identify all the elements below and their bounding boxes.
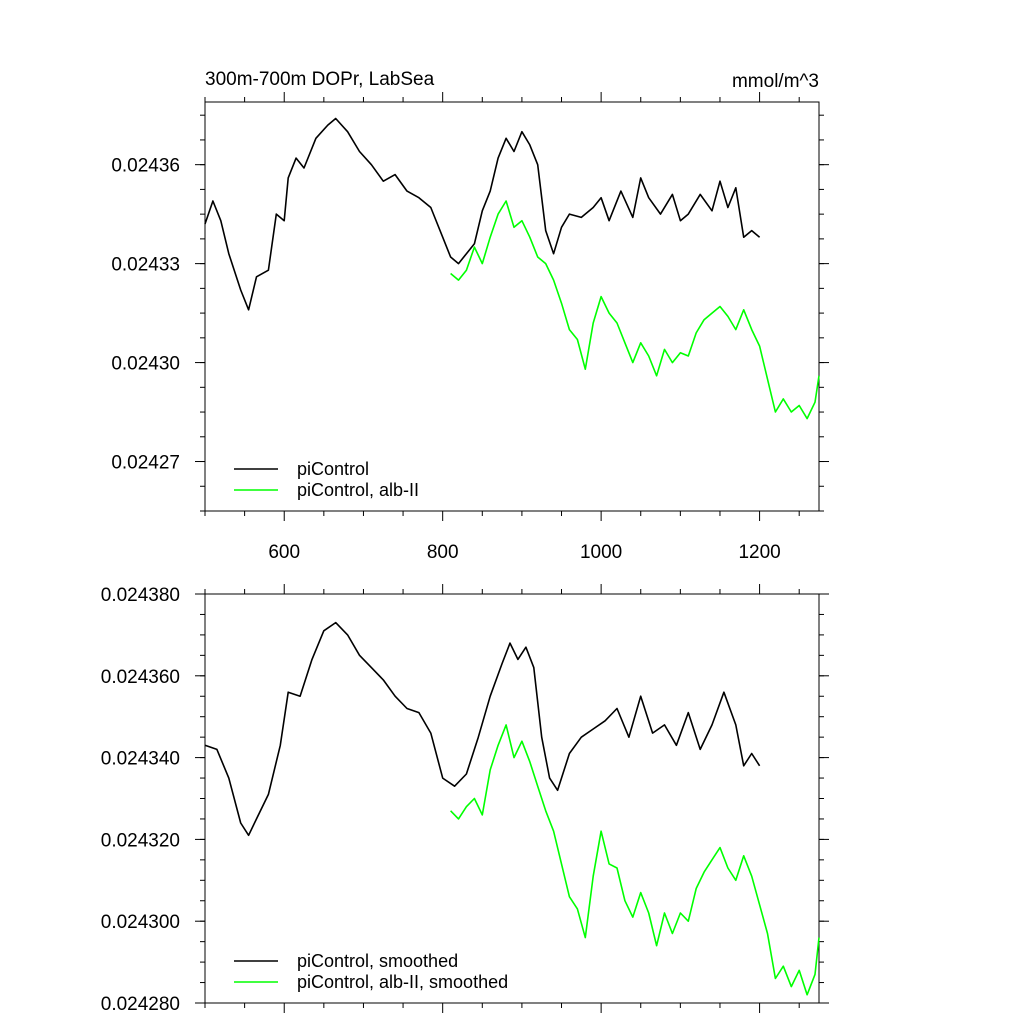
- bottom-series-line-1: [450, 724, 820, 996]
- top-series-line-1: [450, 200, 820, 420]
- top-legend-label-0: piControl: [297, 459, 369, 479]
- bottom-y-tick-label: 0.024380: [101, 585, 180, 606]
- top-y-tick-label: 0.02433: [111, 255, 180, 276]
- top-y-tick-label: 0.02427: [111, 453, 180, 474]
- top-y-tick-label: 0.02430: [111, 354, 180, 375]
- top-plot-frame: [204, 101, 820, 512]
- top-x-tick-label: 800: [427, 542, 459, 563]
- bottom-series-line-0: [204, 621, 761, 837]
- bottom-y-tick-label: 0.024300: [101, 912, 180, 933]
- top-x-tick-label: 1200: [738, 542, 780, 563]
- bottom-legend-label-1: piControl, alb-II, smoothed: [297, 972, 508, 992]
- bottom-y-tick-label: 0.024340: [101, 749, 180, 770]
- bottom-panel: 0.024280 0.024300 0.024320 0.024340 0.024360…: [101, 584, 829, 1015]
- top-legend-label-1: piControl, alb-II: [297, 480, 419, 500]
- top-x-tick-label: 1000: [580, 542, 622, 563]
- top-x-tick-label: 600: [268, 542, 300, 563]
- bottom-y-tick-label: 0.024280: [101, 994, 180, 1015]
- bottom-y-tick-label: 0.024320: [101, 830, 180, 851]
- top-panel-units: mmol/m^3: [732, 71, 819, 92]
- top-panel-title: 300m-700m DOPr, LabSea: [205, 69, 435, 90]
- top-panel: 300m-700m DOPr, LabSea mmol/m^3 600 800 10…: [111, 69, 829, 563]
- bottom-legend-label-0: piControl, smoothed: [297, 951, 458, 971]
- bottom-plot-frame: [204, 593, 820, 1004]
- top-y-tick-label: 0.02436: [111, 156, 180, 177]
- top-series-line-0: [204, 117, 761, 311]
- bottom-y-tick-label: 0.024360: [101, 667, 180, 688]
